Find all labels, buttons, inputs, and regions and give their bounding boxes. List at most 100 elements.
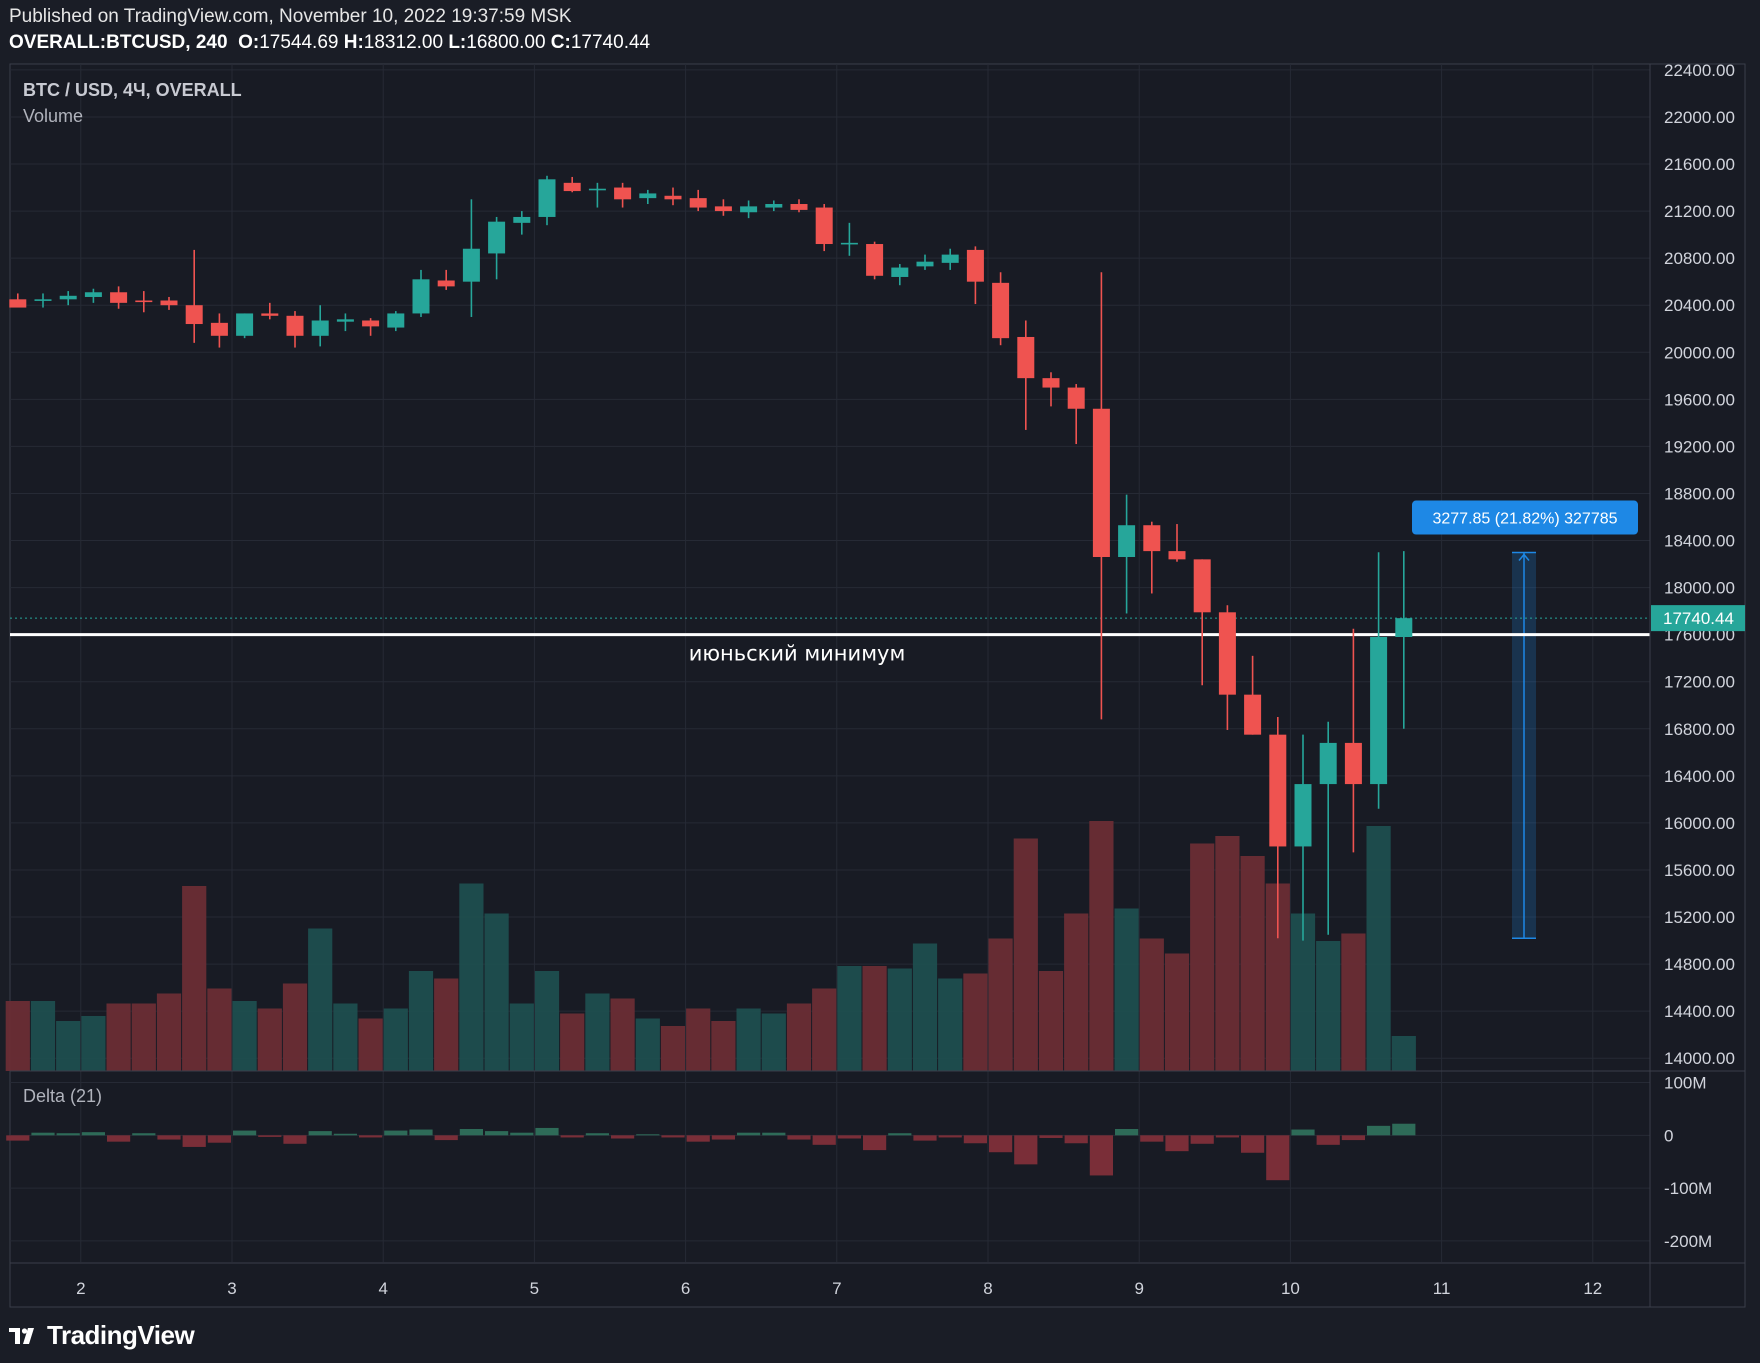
candle-body	[1370, 637, 1388, 785]
candle-body	[9, 299, 27, 308]
volume-bar	[232, 1001, 257, 1071]
candle-body	[1042, 378, 1060, 388]
volume-bar	[1190, 843, 1215, 1071]
candle-body	[765, 204, 783, 208]
price-tick-label: 18400.00	[1664, 532, 1735, 551]
candle-body	[286, 315, 304, 336]
low-value: 16800.00	[466, 32, 546, 53]
candle-body	[387, 313, 405, 328]
candle-body	[1218, 612, 1236, 695]
price-tick-label: 16000.00	[1664, 814, 1735, 833]
open-label: O:	[238, 32, 260, 53]
date-tick-label: 8	[983, 1279, 992, 1298]
volume-bar	[509, 1003, 534, 1071]
date-tick-label: 4	[378, 1279, 387, 1298]
price-tick-label: 14000.00	[1664, 1049, 1735, 1068]
candle-body	[714, 206, 732, 212]
delta-bar	[485, 1131, 509, 1136]
delta-bar	[434, 1135, 458, 1141]
volume-bar	[686, 1008, 711, 1071]
candle-body	[664, 195, 682, 200]
candle-body	[1319, 742, 1337, 785]
volume-bar	[308, 928, 333, 1071]
support-line[interactable]: июньский минимум	[10, 617, 1650, 666]
volume-bar	[156, 993, 182, 1071]
price-tick-label: 14400.00	[1664, 1002, 1735, 1021]
delta-bar	[459, 1129, 483, 1136]
delta-tick-label: -200M	[1664, 1232, 1712, 1251]
legend-labels: BTC / USD, 4Ч, OVERALL Volume Delta (21)	[23, 80, 242, 1106]
price-tick-label: 15600.00	[1664, 861, 1735, 880]
ohlc-info-bar: OVERALL:BTCUSD, 240 O:17544.69 H:18312.0…	[9, 32, 650, 54]
delta-tick-label: 100M	[1664, 1074, 1707, 1093]
volume-bar	[837, 966, 862, 1071]
candle-body	[462, 248, 480, 282]
candle-body	[437, 280, 455, 287]
candle-body	[815, 207, 833, 245]
price-tick-label: 22400.00	[1664, 61, 1735, 80]
date-tick-label: 11	[1433, 1279, 1451, 1298]
volume-bar	[635, 1018, 660, 1071]
delta-bar	[157, 1135, 181, 1140]
measure-tool[interactable]: 3277.85 (21.82%) 327785	[1412, 500, 1638, 939]
delta-bar	[636, 1134, 660, 1136]
candle-body	[614, 187, 632, 200]
candle-body	[639, 193, 657, 199]
candle-body	[538, 179, 556, 217]
high-label: H:	[343, 32, 364, 53]
delta-bar	[535, 1127, 559, 1136]
price-tick-label: 20400.00	[1664, 296, 1735, 315]
delta-bar	[1316, 1135, 1340, 1145]
candle-body	[790, 204, 808, 210]
open-value: 17544.69	[259, 32, 339, 53]
volume-bar	[988, 938, 1013, 1071]
delta-bar	[1215, 1135, 1239, 1138]
delta-bar	[711, 1135, 735, 1140]
series-title: BTC / USD, 4Ч, OVERALL	[23, 80, 242, 100]
volume-bar	[1114, 908, 1139, 1071]
candle-body	[1395, 618, 1413, 638]
close-label: C:	[550, 32, 571, 53]
delta-bar	[1140, 1135, 1164, 1142]
measure-label-bg	[1412, 500, 1638, 535]
candle-body	[336, 319, 354, 322]
delta-bar	[81, 1132, 105, 1136]
volume-bar	[5, 1001, 30, 1071]
volume-bar	[736, 1008, 761, 1071]
candle-body	[311, 320, 329, 336]
volume-bar	[963, 973, 988, 1071]
delta-bar	[333, 1133, 357, 1136]
price-tick-label: 18800.00	[1664, 484, 1735, 503]
delta-bar	[888, 1133, 912, 1136]
candle-body	[185, 305, 203, 325]
delta-bar	[787, 1135, 811, 1140]
measure-arrowhead	[1518, 553, 1530, 562]
volume-bar	[1366, 826, 1391, 1071]
volume-bar	[81, 1016, 106, 1071]
delta-bar	[31, 1132, 55, 1136]
delta-bar	[1190, 1135, 1214, 1144]
volume-bar	[1013, 838, 1038, 1071]
price-tick-label: 19200.00	[1664, 437, 1735, 456]
delta-bar	[913, 1135, 937, 1141]
delta-bar	[283, 1135, 307, 1144]
delta-bar	[384, 1130, 408, 1136]
volume-bar	[812, 988, 837, 1071]
volume-bar	[1341, 933, 1366, 1071]
candle-body	[1092, 408, 1110, 557]
delta-bar	[1266, 1135, 1290, 1181]
volume-bar	[434, 978, 459, 1071]
price-tick-label: 20000.00	[1664, 343, 1735, 362]
chart-canvas[interactable]: 3277.85 (21.82%) 327785 июньский минимум…	[0, 0, 1760, 1310]
candle-body	[362, 320, 380, 327]
price-tick-label: 17200.00	[1664, 673, 1735, 692]
footer-brand[interactable]: TradingView	[9, 1320, 195, 1351]
symbol-label: OVERALL:BTCUSD, 240	[9, 32, 228, 53]
candle-body	[941, 254, 959, 263]
delta-bar	[762, 1132, 786, 1136]
published-info: Published on TradingView.com, November 1…	[9, 6, 572, 27]
delta-bars	[6, 1123, 1416, 1181]
price-tick-label: 21600.00	[1664, 155, 1735, 174]
candle-body	[840, 242, 858, 245]
candle-body	[866, 244, 884, 276]
